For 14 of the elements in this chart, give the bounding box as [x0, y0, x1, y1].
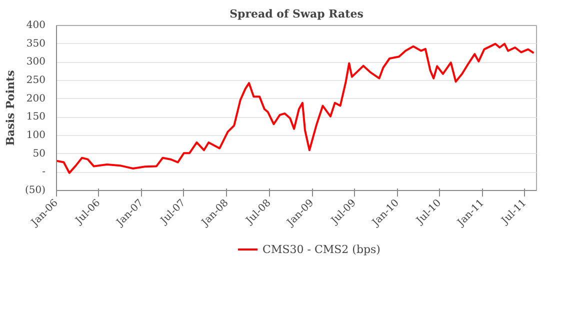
- y-tick-label: (50): [24, 185, 46, 196]
- line-series: [56, 42, 535, 174]
- y-axis-title: Basis Points: [4, 70, 17, 146]
- y-tick-label: 200: [26, 93, 46, 104]
- y-tick-label: -: [42, 166, 46, 178]
- y-tick-label: 400: [26, 20, 46, 31]
- y-tick-label: 250: [26, 75, 46, 86]
- chart-title: Spread of Swap Rates: [230, 8, 364, 20]
- y-tick-label: 150: [26, 112, 46, 123]
- y-tick-label: 100: [26, 130, 46, 141]
- y-tick-label: 50: [32, 148, 46, 160]
- legend-label: CMS30 - CMS2 (bps): [262, 242, 380, 256]
- y-tick-label: 350: [26, 38, 46, 50]
- y-tick-label: 300: [26, 56, 46, 68]
